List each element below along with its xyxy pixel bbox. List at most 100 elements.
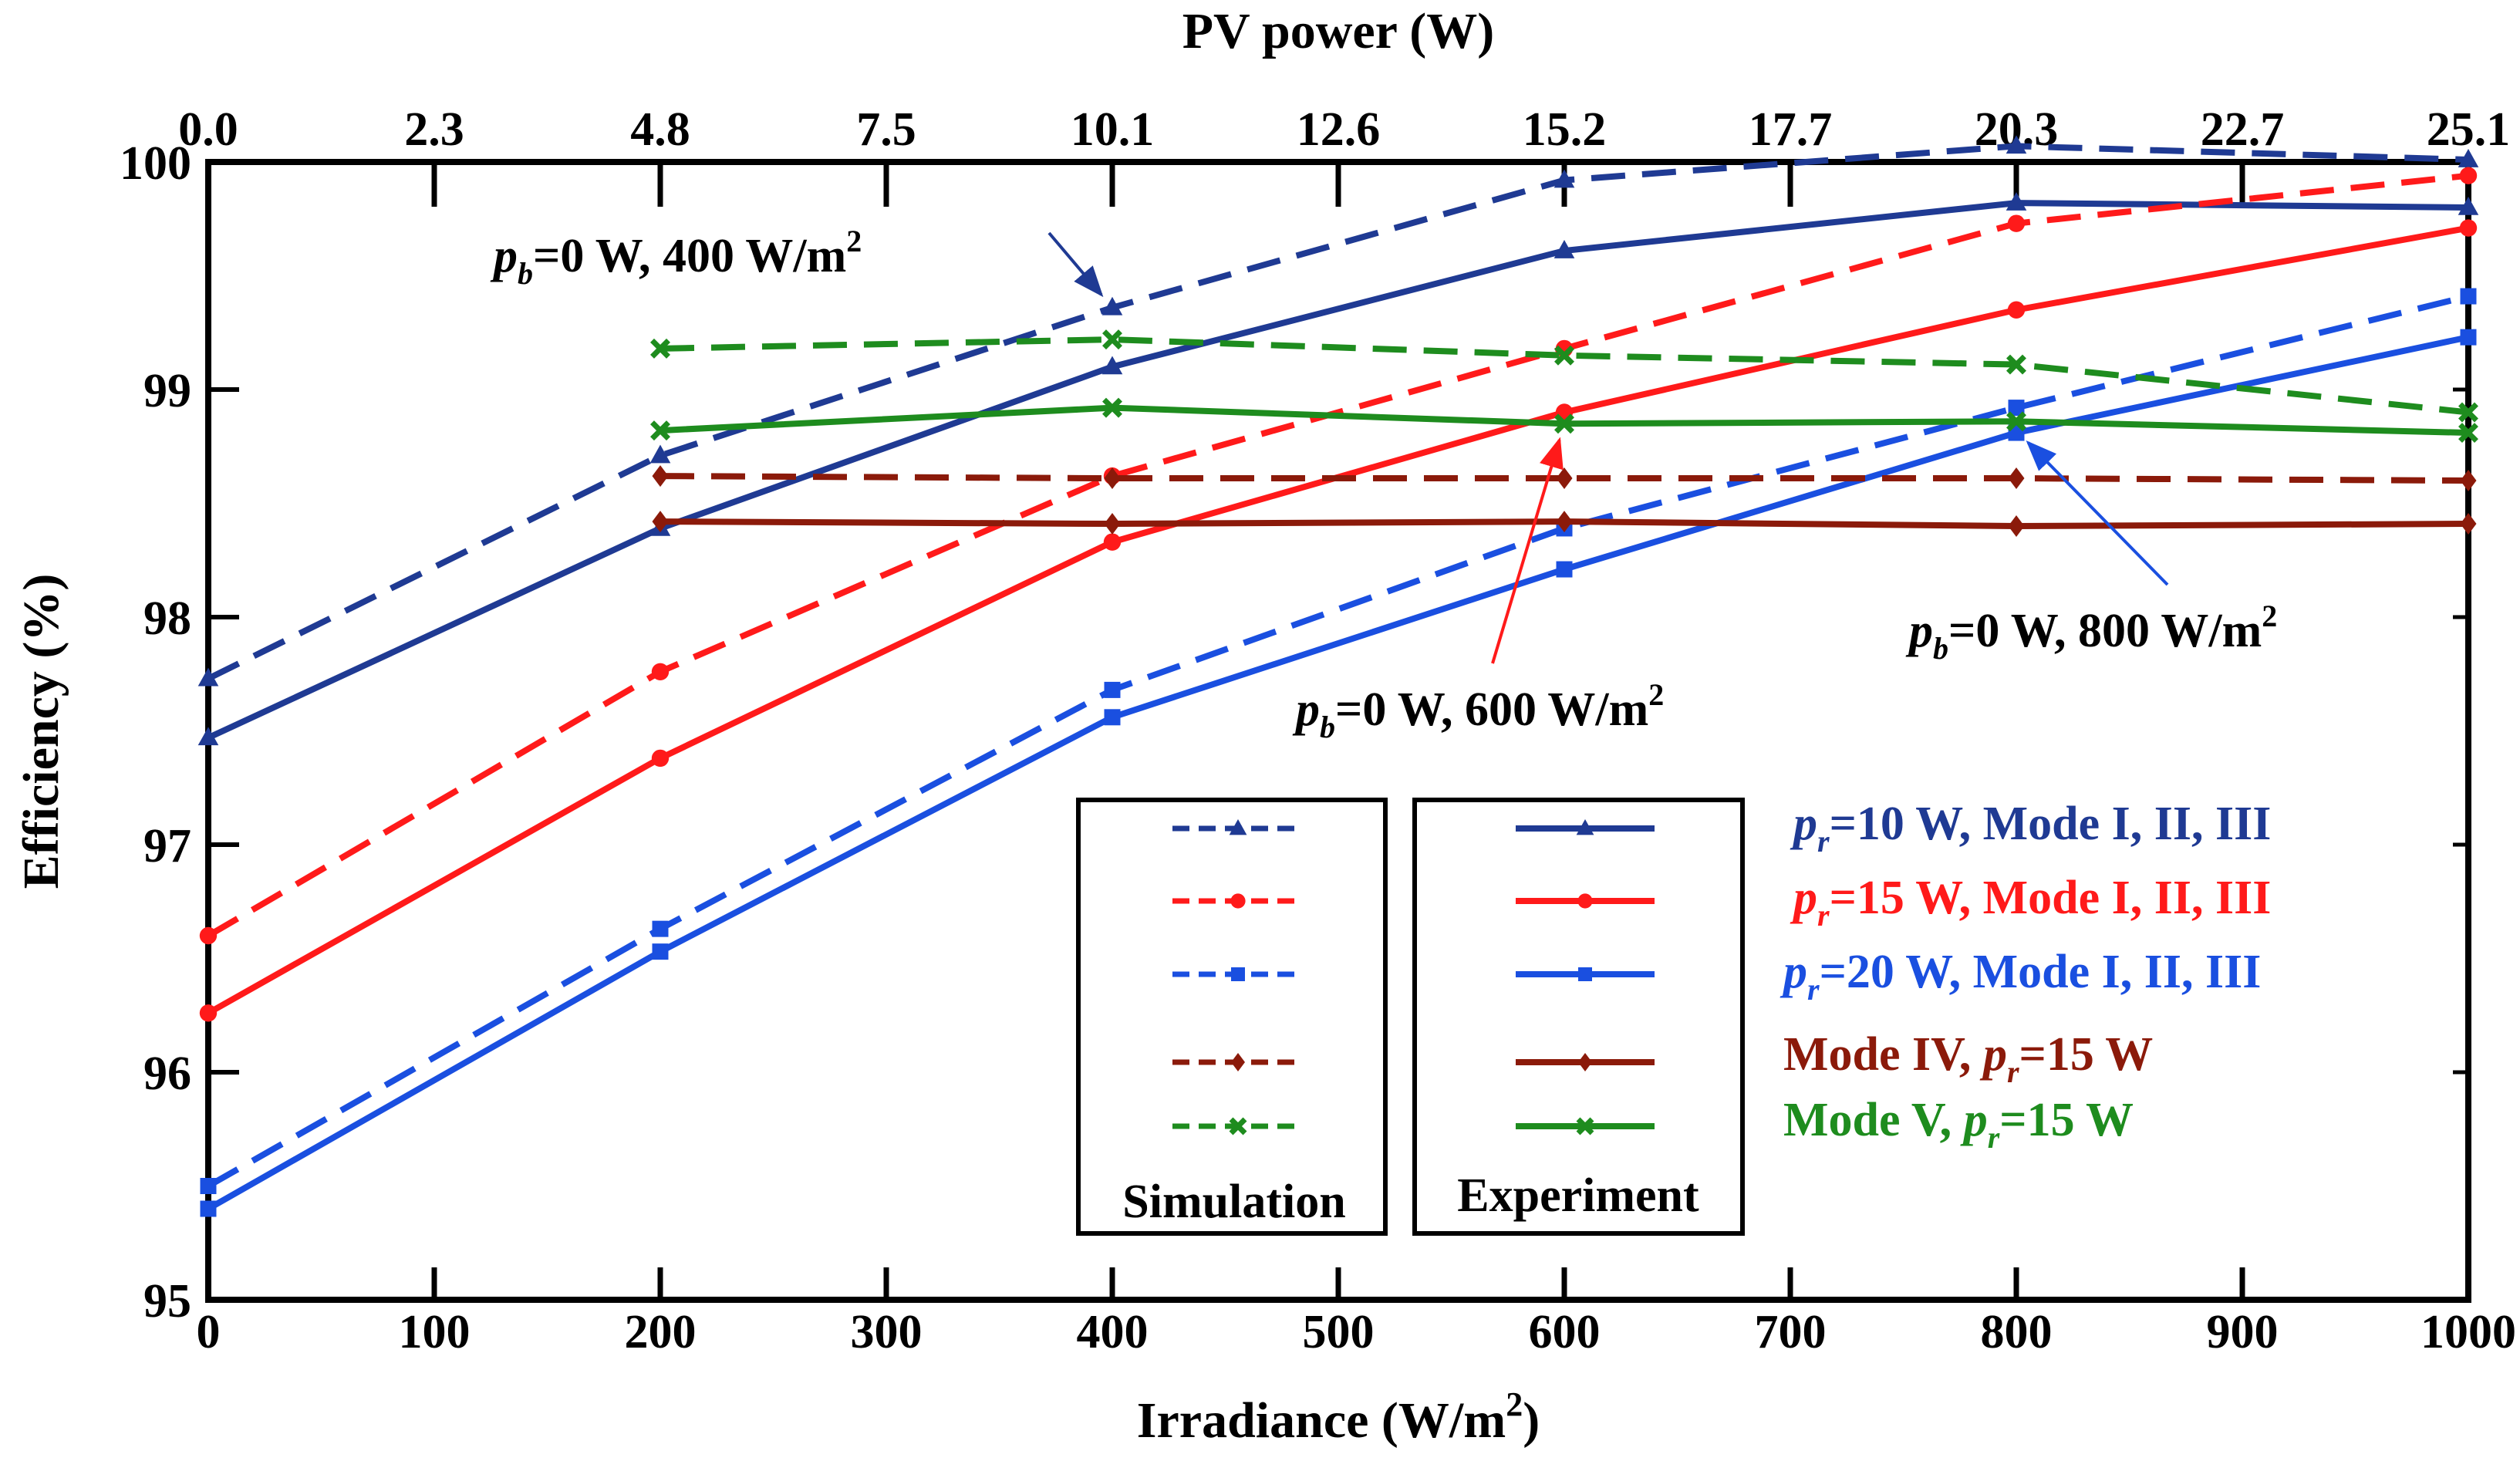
data-point bbox=[1101, 296, 1123, 315]
legend-entry-part: =15 W, Mode I, II, III bbox=[1830, 872, 2272, 924]
x-axis-title-sup: 2 bbox=[1506, 1385, 1523, 1423]
series-line bbox=[207, 200, 2469, 741]
annotation-label-part: 2 bbox=[846, 224, 862, 258]
data-point bbox=[1556, 511, 1573, 533]
legend-entry-part: =10 W, Mode I, II, III bbox=[1830, 798, 2272, 850]
data-point bbox=[197, 667, 219, 687]
x-tick-label: 900 bbox=[2207, 1306, 2279, 1358]
data-point bbox=[651, 663, 670, 680]
annotation-label-part: 2 bbox=[2262, 599, 2277, 633]
annotation-label-part: p bbox=[1905, 605, 1933, 657]
x2-tick-label: 22.7 bbox=[2201, 103, 2285, 156]
data-point bbox=[2007, 301, 2026, 319]
legend-entry-part: =20 W, Mode I, II, III bbox=[1820, 946, 2262, 998]
y-tick-label: 96 bbox=[143, 1048, 191, 1100]
series-line bbox=[207, 143, 2469, 682]
data-point bbox=[1104, 467, 1121, 490]
data-point bbox=[2458, 149, 2479, 167]
data-point bbox=[650, 420, 670, 441]
x2-tick-label: 7.5 bbox=[856, 103, 916, 156]
legend-label-experiment: Experiment bbox=[1457, 1169, 1699, 1222]
data-point bbox=[1103, 533, 1122, 551]
data-point bbox=[2006, 354, 2026, 375]
annotation-label-part: p bbox=[490, 230, 518, 282]
y-tick-label: 99 bbox=[143, 365, 191, 417]
x2-tick-label: 2.3 bbox=[404, 103, 464, 156]
x2-tick-label: 25.1 bbox=[2427, 103, 2511, 156]
legend-entry-part: r bbox=[1807, 972, 1820, 1007]
x-tick-label: 100 bbox=[399, 1306, 471, 1358]
legend-entry: Mode IV, pr=15 W bbox=[1783, 1028, 2153, 1089]
data-point bbox=[1556, 561, 1573, 578]
data-point bbox=[651, 749, 670, 768]
legend-entry: pr=10 W, Mode I, II, III bbox=[1790, 798, 2271, 859]
data-point bbox=[2460, 513, 2477, 535]
data-point bbox=[1104, 513, 1121, 535]
legend-label-simulation: Simulation bbox=[1122, 1176, 1345, 1228]
legend-entry-part: Mode IV, bbox=[1783, 1028, 1983, 1081]
x-tick-label: 1000 bbox=[2420, 1306, 2516, 1358]
data-point bbox=[2458, 197, 2479, 215]
series-1 bbox=[197, 192, 2479, 746]
series-0 bbox=[197, 135, 2479, 687]
data-point bbox=[2459, 167, 2478, 184]
data-point bbox=[200, 1178, 217, 1194]
legend-marker-exp bbox=[1576, 1117, 1594, 1135]
legend-entry-part: p bbox=[1979, 1028, 2007, 1081]
legend-entry: pr=15 W, Mode I, II, III bbox=[1790, 872, 2271, 933]
data-point bbox=[652, 511, 669, 533]
x2-tick-label: 10.1 bbox=[1071, 103, 1155, 156]
data-point bbox=[2460, 288, 2477, 305]
annotation-arrow bbox=[1047, 231, 1104, 298]
annotation-label-part: b bbox=[1320, 710, 1335, 744]
legend-marker-exp bbox=[1577, 893, 1593, 909]
x2-tick-label: 17.7 bbox=[1749, 103, 1833, 156]
x-axis-title-part: Irradiance (W/m bbox=[1137, 1392, 1506, 1449]
x-tick-label: 500 bbox=[1303, 1306, 1375, 1358]
data-point bbox=[650, 338, 670, 359]
legend-marker-sim bbox=[1229, 1117, 1247, 1135]
data-point bbox=[1104, 709, 1121, 726]
legend-entry-part: p bbox=[1790, 798, 1817, 850]
annotation-label: pb=0 W, 600 W/m2 bbox=[1292, 677, 1664, 744]
data-point bbox=[2458, 402, 2478, 423]
annotation-label-part: p bbox=[1292, 683, 1320, 736]
data-point bbox=[1102, 329, 1122, 350]
series-line bbox=[206, 172, 2469, 939]
series-line bbox=[207, 334, 2469, 1212]
series-9 bbox=[650, 397, 2478, 444]
legend-box-experiment bbox=[1412, 798, 1745, 1236]
data-point bbox=[1101, 356, 1123, 375]
data-point bbox=[2007, 214, 2026, 232]
legend-marker-sim bbox=[1231, 967, 1245, 981]
data-point bbox=[199, 926, 218, 945]
data-point bbox=[2008, 515, 2025, 537]
legend-entry: pr=20 W, Mode I, II, III bbox=[1780, 946, 2261, 1007]
data-point bbox=[1102, 397, 1122, 418]
legend-entry-part: r bbox=[2007, 1054, 2019, 1089]
x-tick-label: 800 bbox=[1981, 1306, 2053, 1358]
data-point bbox=[652, 920, 669, 937]
x2-tick-label: 0.0 bbox=[178, 103, 238, 156]
series-7 bbox=[652, 511, 2477, 537]
data-point bbox=[2460, 470, 2477, 491]
data-point bbox=[1104, 681, 1121, 698]
x-tick-label: 200 bbox=[625, 1306, 697, 1358]
legend-entry-part: r bbox=[1817, 824, 1830, 859]
data-point bbox=[2458, 423, 2478, 444]
data-point bbox=[197, 727, 219, 746]
legend-marker-exp bbox=[1578, 967, 1592, 981]
y-tick-label: 100 bbox=[120, 137, 191, 190]
legend-marker-sim bbox=[1230, 893, 1246, 909]
data-point bbox=[200, 1200, 217, 1217]
annotation-label-part: =0 W, 600 W/m bbox=[1335, 683, 1648, 736]
data-point bbox=[1554, 345, 1574, 366]
annotation-label-part: =0 W, 400 W/m bbox=[533, 230, 846, 282]
x2-tick-label: 4.8 bbox=[630, 103, 690, 156]
x-tick-label: 400 bbox=[1077, 1306, 1149, 1358]
data-point bbox=[2006, 135, 2027, 154]
annotation-arrow bbox=[1491, 437, 1564, 664]
annotation-label-part: b bbox=[518, 256, 533, 291]
legend-box-simulation bbox=[1076, 798, 1388, 1236]
x-tick-label: 0 bbox=[197, 1306, 221, 1358]
